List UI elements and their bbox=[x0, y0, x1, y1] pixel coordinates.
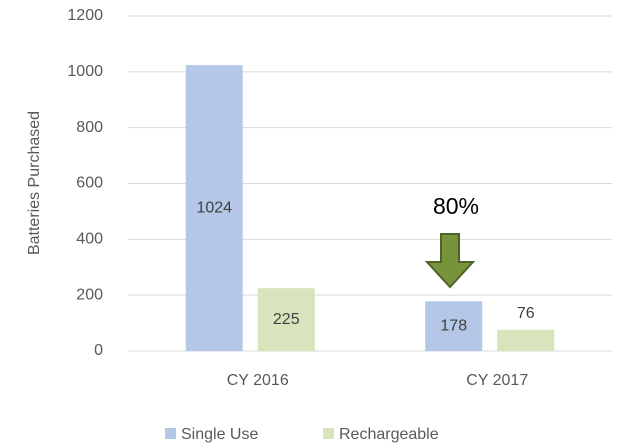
bar bbox=[185, 65, 243, 351]
y-tick-label: 1200 bbox=[67, 7, 103, 24]
bar bbox=[497, 329, 555, 351]
value-label: 76 bbox=[517, 305, 535, 322]
arrow bbox=[424, 233, 476, 289]
y-tick-label: 400 bbox=[76, 231, 103, 248]
y-axis-label: Batteries Purchased bbox=[26, 111, 43, 255]
bar bbox=[425, 301, 483, 351]
y-tick-label: 0 bbox=[94, 342, 103, 359]
value-label: 225 bbox=[273, 311, 300, 328]
y-tick-label: 800 bbox=[76, 119, 103, 136]
annotation-arrow bbox=[424, 233, 476, 289]
y-tick-label: 1000 bbox=[67, 63, 103, 80]
legend-swatch bbox=[323, 428, 334, 439]
y-tick-label: 600 bbox=[76, 175, 103, 192]
legend-label: Rechargeable bbox=[339, 426, 439, 443]
y-tick-label: 200 bbox=[76, 286, 103, 303]
legend-swatch bbox=[165, 428, 176, 439]
legend-label: Single Use bbox=[181, 426, 258, 443]
x-tick-label: CY 2016 bbox=[227, 372, 289, 389]
annotation: 80% bbox=[433, 193, 479, 219]
x-tick-label: CY 2017 bbox=[466, 372, 528, 389]
value-label: 1024 bbox=[196, 199, 232, 216]
bar bbox=[257, 288, 315, 351]
value-label: 178 bbox=[440, 317, 467, 334]
